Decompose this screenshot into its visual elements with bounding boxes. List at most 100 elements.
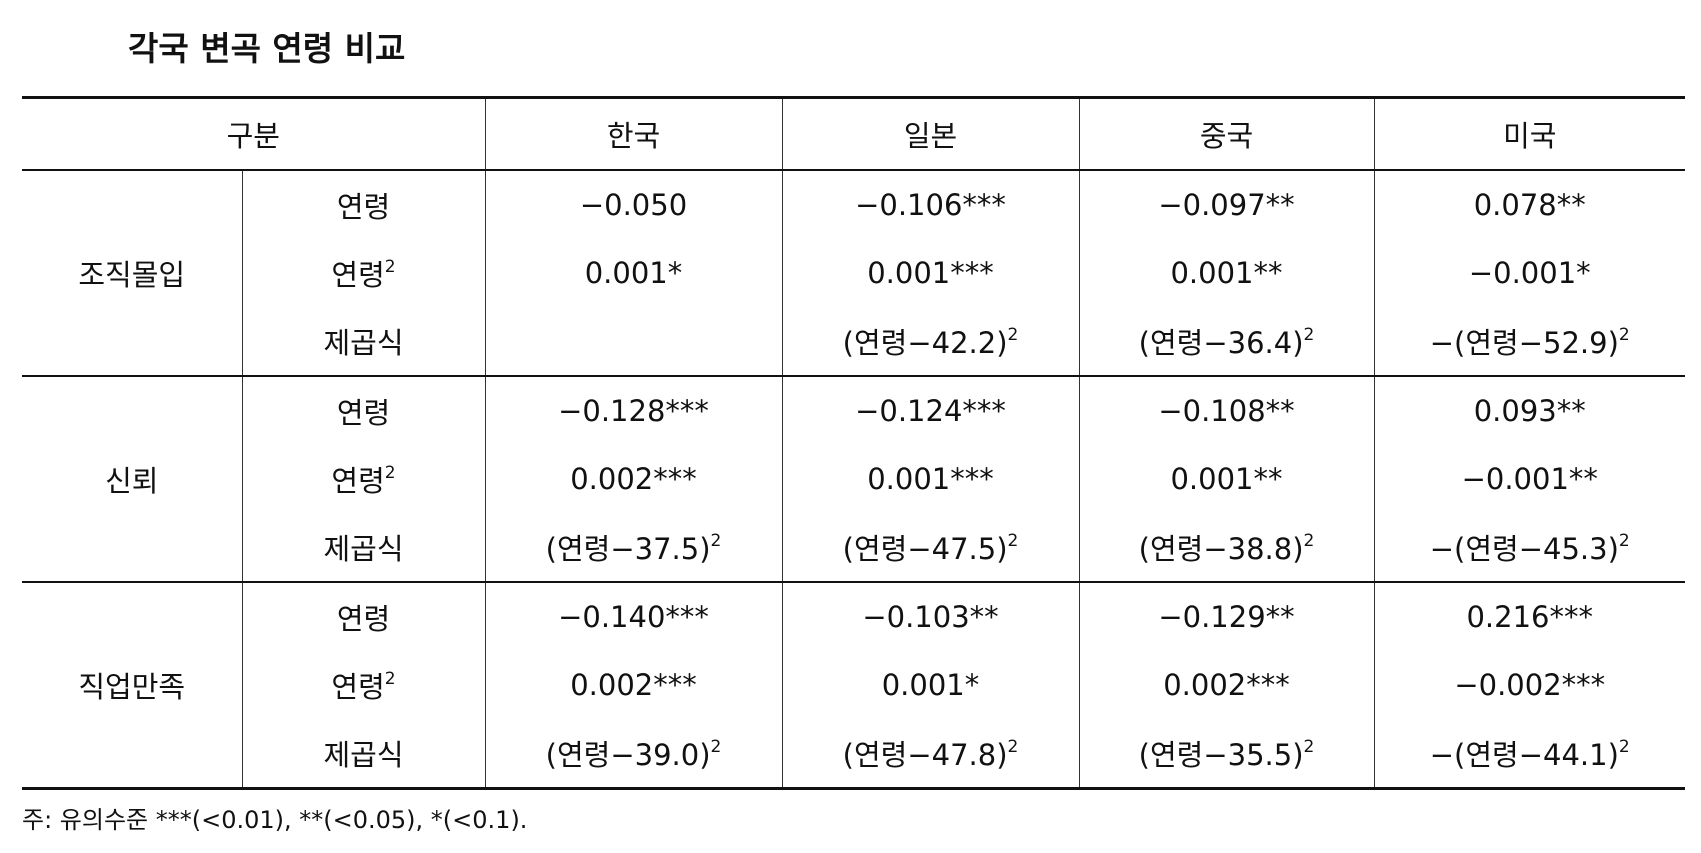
cell-text: −0.097** bbox=[1158, 188, 1295, 222]
value-cell: 0.001*** bbox=[781, 239, 1079, 307]
superscript: 2 bbox=[1007, 325, 1019, 345]
value-cell: 0.001* bbox=[781, 651, 1079, 719]
table-row: 신뢰 연령 −0.128*** −0.124*** −0.108** 0.093** bbox=[22, 376, 1685, 583]
cell-text: (연령−38.8) bbox=[1138, 532, 1304, 566]
group-label: 신뢰 bbox=[22, 376, 243, 583]
superscript: 2 bbox=[1618, 325, 1630, 345]
cell-text: 0.001** bbox=[1170, 256, 1283, 290]
table-row: 제곱식 (연령−42.2)2 (연령−36.4)2 −(연령−52.9)2 bbox=[22, 307, 1685, 377]
cell-text: 0.002*** bbox=[570, 462, 697, 496]
cell-text: −(연령−44.1) bbox=[1429, 738, 1619, 772]
value-cell: −0.124*** bbox=[781, 376, 1079, 445]
title: 각국 변곡 연령 비교 bbox=[128, 29, 406, 68]
header-cell: 일본 bbox=[781, 96, 1079, 171]
header-cell: 미국 bbox=[1373, 96, 1685, 171]
table-row: 연령2 0.002*** 0.001* 0.002*** −0.002*** bbox=[22, 651, 1685, 719]
value-cell: −0.106*** bbox=[781, 170, 1079, 239]
table-row: 연령2 0.001* 0.001*** 0.001** −0.001* bbox=[22, 239, 1685, 307]
table-row: 제곱식 (연령−37.5) 2 (연령−47.5)2 (연령−38.8)2 −(연령−45… bbox=[22, 513, 1685, 583]
cell-text: 신뢰 bbox=[105, 464, 159, 498]
value-cell: 0.002*** bbox=[484, 445, 782, 513]
value-cell: (연령−35.5)2 bbox=[1078, 719, 1374, 790]
cell-text: 제곱식 bbox=[323, 738, 404, 772]
table-row: 제곱식 (연령−39.0)2 (연령−47.8)2 (연령−35.5)2 −(연령−44… bbox=[22, 719, 1685, 790]
value-cell: −(연령−45.3)2 bbox=[1373, 513, 1685, 583]
value-cell: 0.093** bbox=[1373, 376, 1685, 445]
cell-text: (연령−47.8) bbox=[842, 738, 1008, 772]
superscript: 2 bbox=[1303, 325, 1315, 345]
value-cell: 0.002*** bbox=[484, 651, 782, 719]
cell-text: 미국 bbox=[1503, 119, 1557, 153]
value-cell: −0.001* bbox=[1373, 239, 1685, 307]
superscript: 2 bbox=[1303, 737, 1315, 757]
group-label: 조직몰입 bbox=[22, 170, 243, 377]
table-row: 조직몰입 연령 −0.050 −0.106*** −0.097** 0.078** bbox=[22, 170, 1685, 377]
cell-text: 제곱식 bbox=[323, 532, 404, 566]
note: 주: 유의수준 ***(<0.01), **(<0.05), *(<0.1). bbox=[22, 806, 528, 834]
cell-text: (연령−35.5) bbox=[1138, 738, 1304, 772]
cell-text: −0.002*** bbox=[1454, 668, 1606, 702]
value-cell: (연령−47.8)2 bbox=[781, 719, 1079, 790]
cell-text: 중국 bbox=[1199, 119, 1254, 153]
cell-text: −0.103** bbox=[862, 600, 999, 634]
value-cell: −0.001** bbox=[1373, 445, 1685, 513]
value-cell: 0.001** bbox=[1078, 239, 1374, 307]
value-cell: −0.129** bbox=[1078, 582, 1374, 651]
cell-text: 연령 bbox=[336, 190, 391, 224]
value-cell: −(연령−52.9)2 bbox=[1373, 307, 1685, 377]
value-cell: −0.002*** bbox=[1373, 651, 1685, 719]
cell-text: 0.001*** bbox=[867, 256, 994, 290]
cell-text: 직업만족 bbox=[78, 670, 186, 704]
superscript: 2 bbox=[1618, 737, 1630, 757]
cell-text: 0.001* bbox=[881, 668, 980, 702]
cell-text: −0.001* bbox=[1468, 256, 1591, 290]
cell-text: −(연령−52.9) bbox=[1429, 326, 1619, 360]
cell-text: −0.140*** bbox=[558, 600, 709, 634]
superscript: 2 bbox=[1618, 531, 1630, 551]
cell-text: 연령 bbox=[331, 670, 385, 704]
cell-text: (연령−47.5) bbox=[842, 532, 1008, 566]
superscript: 2 bbox=[1007, 737, 1019, 757]
superscript: 2 bbox=[710, 737, 722, 757]
cell-text: 연령 bbox=[336, 396, 391, 430]
header-cell: 한국 bbox=[484, 96, 782, 171]
row-label: 제곱식 bbox=[242, 719, 485, 790]
value-cell bbox=[484, 307, 782, 377]
cell-text: (연령−36.4) bbox=[1138, 326, 1304, 360]
cell-text: 한국 bbox=[606, 119, 661, 153]
value-cell: −0.128*** bbox=[484, 376, 782, 445]
row-label: 연령2 bbox=[242, 651, 485, 719]
row-label: 제곱식 bbox=[242, 307, 485, 377]
header-cell: 중국 bbox=[1078, 96, 1374, 171]
value-cell: −0.140*** bbox=[484, 582, 782, 651]
cell-text: 일본 bbox=[903, 119, 958, 153]
value-cell: −0.108** bbox=[1078, 376, 1374, 445]
cell-text: (연령−37.5) bbox=[545, 532, 711, 566]
value-cell: 0.001** bbox=[1078, 445, 1374, 513]
value-cell: (연령−42.2)2 bbox=[781, 307, 1079, 377]
value-cell: 0.216*** bbox=[1373, 582, 1685, 651]
value-cell: 0.001*** bbox=[781, 445, 1079, 513]
value-cell: −0.097** bbox=[1078, 170, 1374, 239]
cell-text: (연령−39.0) bbox=[545, 738, 711, 772]
cell-text: −0.124*** bbox=[855, 394, 1006, 428]
cell-text: −0.129** bbox=[1158, 600, 1295, 634]
cell-text: −0.050 bbox=[579, 188, 688, 222]
row-label: 연령 bbox=[242, 170, 485, 239]
value-cell: (연령−36.4)2 bbox=[1078, 307, 1374, 377]
cell-text: −0.106*** bbox=[855, 188, 1006, 222]
row-label: 연령2 bbox=[242, 445, 485, 513]
cell-text: 0.002*** bbox=[570, 668, 697, 702]
value-cell: (연령−39.0)2 bbox=[484, 719, 782, 790]
value-cell: 0.002*** bbox=[1078, 651, 1374, 719]
cell-text: 제곱식 bbox=[323, 326, 404, 360]
value-cell: (연령−47.5)2 bbox=[781, 513, 1079, 583]
cell-text: 0.216*** bbox=[1466, 600, 1594, 634]
value-cell: −(연령−44.1)2 bbox=[1373, 719, 1685, 790]
value-cell: −0.050 bbox=[484, 170, 782, 239]
cell-text: 0.078** bbox=[1473, 188, 1586, 222]
value-cell: −0.103** bbox=[781, 582, 1079, 651]
cell-text: 0.001* bbox=[584, 256, 683, 290]
value-cell: (연령−38.8)2 bbox=[1078, 513, 1374, 583]
